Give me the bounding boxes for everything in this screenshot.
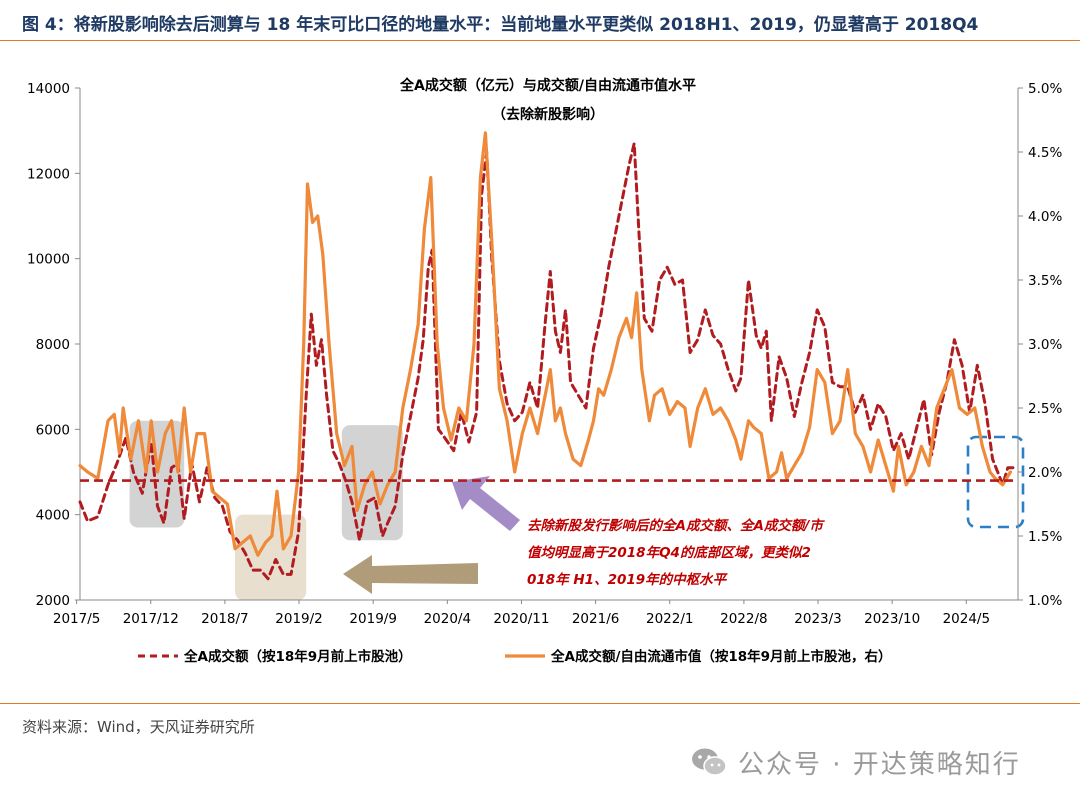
watermark: 公众号 · 开达策略知行 [690, 742, 1021, 782]
highlight-region-1 [129, 420, 185, 528]
chart-series [78, 131, 1015, 581]
left-tick-label: 6000 [36, 422, 70, 438]
legend: 全A成交额（按18年9月前上市股池） 全A成交额/自由流通市值（按18年9月前上… [138, 648, 892, 665]
chart-title: 全A成交额（亿元）与成交额/自由流通市值水平 [399, 77, 696, 94]
legend-label-turnover: 全A成交额（按18年9月前上市股池） [183, 648, 412, 665]
right-tick-label: 4.5% [1028, 145, 1062, 161]
right-tick-label: 5.0% [1028, 81, 1062, 97]
left-tick-label: 4000 [36, 508, 70, 524]
right-tick-label: 4.0% [1028, 209, 1062, 225]
x-tick-label: 2019/2 [275, 611, 323, 627]
source-rule [0, 703, 1080, 704]
x-tick-label: 2021/6 [572, 611, 620, 627]
x-tick-label: 2023/10 [864, 611, 920, 627]
x-tick-label: 2022/8 [720, 611, 768, 627]
chart-annotations: 去除新股发行影响后的全A成交额、全A成交额/市值均明显高于2018年Q4的底部区… [343, 435, 1025, 594]
right-tick-label: 1.5% [1028, 529, 1062, 545]
series-line-ratio [78, 131, 1012, 557]
annotation-line: 值均明显高于2018年Q4的底部区域，更类似2 [527, 545, 811, 561]
left-tick-label: 12000 [27, 166, 70, 182]
figure-title: 图 4：将新股影响除去后测算与 18 年末可比口径的地量水平：当前地量水平更类似… [22, 15, 979, 35]
tan-arrow [343, 555, 478, 594]
x-tick-label: 2020/4 [424, 611, 472, 627]
right-tick-label: 3.5% [1028, 273, 1062, 289]
legend-label-ratio: 全A成交额/自由流通市值（按18年9月前上市股池，右） [550, 648, 892, 665]
x-tick-label: 2023/3 [794, 611, 842, 627]
series-line-turnover [78, 142, 1015, 581]
source-note: 资料来源：Wind，天风证券研究所 [22, 718, 255, 736]
wechat-icon [692, 748, 727, 776]
title-rule [0, 40, 1080, 41]
annotation-line: 018年 H1、2019年的中枢水平 [527, 572, 729, 588]
right-tick-label: 2.5% [1028, 401, 1062, 417]
left-tick-label: 2000 [36, 593, 70, 609]
x-tick-label: 2024/5 [943, 611, 991, 627]
x-tick-label: 2017/12 [123, 611, 179, 627]
left-tick-label: 8000 [36, 337, 70, 353]
right-tick-label: 2.0% [1028, 465, 1062, 481]
x-tick-label: 2020/11 [493, 611, 549, 627]
highlight-region-2 [235, 514, 307, 600]
chart-subtitle: （去除新股影响） [492, 106, 604, 123]
annotation-line: 去除新股发行影响后的全A成交额、全A成交额/市 [527, 518, 825, 534]
chart: 去除新股发行影响后的全A成交额、全A成交额/市值均明显高于2018年Q4的底部区… [27, 77, 1062, 665]
highlight-region-3 [341, 425, 403, 541]
highlight-box-recent [966, 435, 1025, 529]
right-tick-label: 3.0% [1028, 337, 1062, 353]
x-tick-label: 2019/9 [349, 611, 397, 627]
x-tick-label: 2017/5 [53, 611, 101, 627]
watermark-text: 公众号 · 开达策略知行 [738, 749, 1021, 780]
left-tick-label: 14000 [27, 81, 70, 97]
left-tick-label: 10000 [27, 252, 70, 268]
right-tick-label: 1.0% [1028, 593, 1062, 609]
purple-arrow [452, 476, 520, 531]
x-tick-label: 2018/7 [201, 611, 249, 627]
x-tick-label: 2022/1 [646, 611, 694, 627]
chart-axes: 2000 4000 6000 8000 10000 12000 14000 1.0% 1.5% 2… [27, 81, 1062, 627]
